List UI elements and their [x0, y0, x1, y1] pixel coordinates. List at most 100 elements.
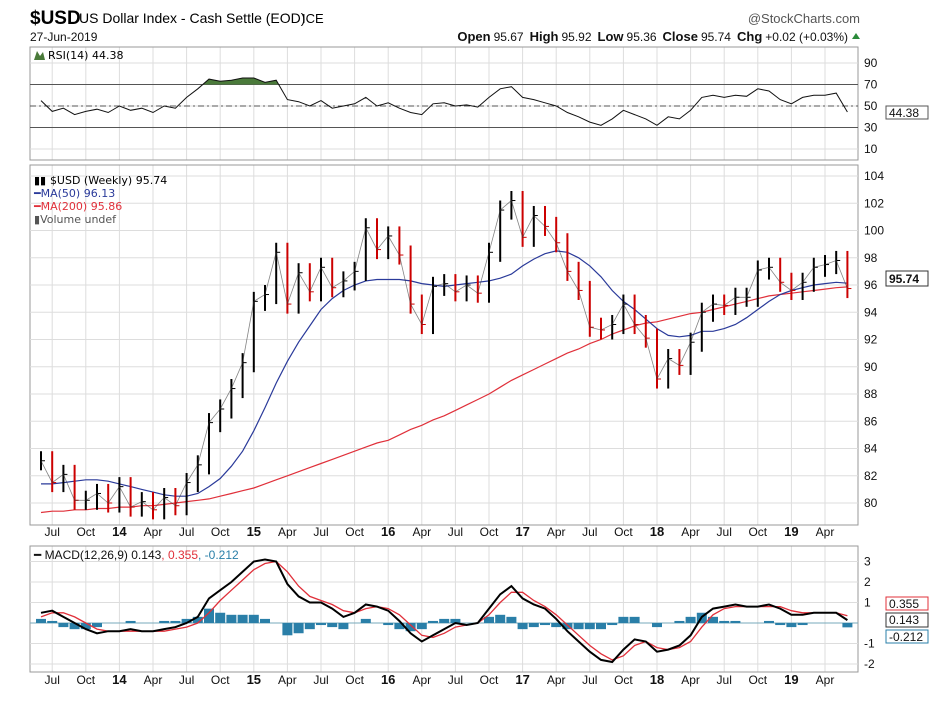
macd-histogram-bar: [764, 620, 774, 623]
rsi-last-tag: [885, 105, 929, 120]
macd-frame: [29, 545, 859, 673]
x-tick-label: Jul: [45, 525, 60, 539]
macd-histogram-bar: [159, 620, 170, 623]
macd-histogram-bar: [551, 623, 562, 628]
macd-histogram-bar: [237, 614, 248, 623]
macd-histogram-bar: [248, 614, 259, 623]
x-tick-label: Jul: [448, 525, 463, 539]
rsi-last-value: 44.38: [889, 106, 919, 120]
macd-histogram-bar: [540, 623, 550, 626]
x-tick-label: 15: [247, 524, 261, 539]
price-last-value: 95.74: [889, 272, 919, 286]
hist-last-tag: [885, 629, 929, 644]
macd-histogram-bar: [428, 620, 438, 623]
signal-last-value: 0.355: [889, 597, 919, 611]
rsi-overbought-fill: [41, 78, 848, 85]
macd-histogram-bar: [528, 623, 539, 628]
macd-histogram-bar: [730, 620, 741, 623]
x-tick-label: Oct: [748, 525, 767, 539]
x-tick-label: 19: [784, 524, 798, 539]
x-tick-label: 14: [112, 524, 127, 539]
x-tick-label: Oct: [614, 673, 633, 687]
x-tick-label: Jul: [582, 525, 597, 539]
macd-legend: ━ MACD(12,26,9) 0.143, 0.355, -0.212: [33, 548, 239, 562]
x-tick-label: Oct: [480, 673, 499, 687]
x-tick-label: 16: [381, 524, 395, 539]
rsi-frame: [29, 46, 859, 161]
x-tick-label: Oct: [76, 525, 95, 539]
macd-histogram-bar: [327, 623, 338, 628]
high-value: 95.92: [561, 30, 591, 44]
instrument-name: US Dollar Index - Cash Settle (EOD): [79, 10, 305, 26]
macd-ytick-label: 2: [864, 575, 871, 589]
macd-histogram-bar: [484, 616, 494, 623]
macd-histogram-bar: [47, 620, 58, 623]
macd-histogram-bar: [304, 623, 315, 630]
macd-histogram-bar: [719, 620, 730, 623]
macd-legend-macd: MACD(12,26,9) 0.143: [45, 548, 162, 562]
rsi-legend: RSI(14) 44.38: [48, 49, 123, 62]
macd-legend-signal: , 0.355: [161, 548, 198, 562]
price-panel: [40, 190, 852, 520]
brand-watermark: @StockCharts.com: [748, 11, 860, 26]
macd-histogram-bar: [192, 616, 203, 623]
x-tick-label: Oct: [345, 673, 364, 687]
macd-histogram-bar: [383, 623, 394, 626]
macd-histogram-bar: [69, 623, 80, 630]
macd-histogram-bar: [652, 623, 662, 628]
macd-histogram-bar: [36, 618, 46, 623]
rsi-legend-icon: [34, 51, 45, 60]
price-ytick-label: 82: [864, 469, 878, 483]
low-value: 95.36: [627, 30, 657, 44]
macd-histogram-bar: [584, 623, 595, 630]
x-tick-label: Jul: [179, 673, 194, 687]
chg-value: +0.02 (+0.03%): [765, 30, 848, 44]
x-tick-label: Apr: [547, 673, 566, 687]
macd-histogram-bar: [360, 618, 371, 623]
price-ytick-label: 92: [864, 333, 878, 347]
price-last-tag: [885, 270, 929, 287]
x-tick-label: Jul: [313, 525, 328, 539]
price-ytick-label: 86: [864, 414, 878, 428]
rsi-ytick-label: 10: [864, 142, 878, 156]
rsi-ytick-label: 90: [864, 56, 878, 70]
rsi-line: [40, 77, 848, 126]
price-legend: ▮▮ $USD (Weekly) 95.74: [34, 174, 167, 187]
symbol: $USD: [30, 8, 81, 29]
macd-last-tag: [885, 612, 929, 628]
rsi-panel: [30, 77, 858, 128]
macd-histogram-bar: [181, 618, 192, 623]
price-ytick-label: 96: [864, 278, 878, 292]
volume-legend: ▮Volume undef: [34, 213, 117, 226]
x-tick-label: 17: [515, 524, 529, 539]
grid: 90 70 50 30 10 104 102 100 98 96 94 92 90 88 86 84 82 80 3…: [29, 46, 884, 673]
price-ytick-label: 80: [864, 496, 878, 510]
macd-histogram-bar: [450, 618, 461, 623]
chg-label: Chg: [737, 29, 762, 44]
macd-histogram-bar: [618, 616, 629, 623]
signal-last-tag: [885, 596, 929, 611]
up-arrow-icon: [852, 33, 860, 39]
x-tick-label: 16: [381, 672, 395, 687]
macd-histogram-bar: [506, 616, 517, 623]
x-tick-label: Oct: [614, 525, 633, 539]
close-value: 95.74: [701, 30, 731, 44]
price-ytick-label: 94: [864, 305, 878, 319]
macd-histogram-bar: [708, 616, 718, 623]
macd-histogram-bar: [338, 623, 349, 630]
low-label: Low: [598, 29, 625, 44]
x-tick-label: Apr: [547, 525, 566, 539]
macd-histogram-bar: [416, 623, 427, 630]
price-ytick-label: 102: [864, 196, 884, 210]
close-label: Close: [663, 29, 698, 44]
x-tick-label: Jul: [448, 673, 463, 687]
macd-histogram-bar: [786, 623, 797, 628]
macd-ytick-label: -2: [864, 657, 875, 671]
x-tick-label: Oct: [345, 525, 364, 539]
x-tick-label: Apr: [144, 673, 163, 687]
price-ytick-label: 100: [864, 224, 884, 238]
macd-ytick-label: 1: [864, 596, 871, 610]
macd-histogram-bar: [439, 618, 450, 623]
